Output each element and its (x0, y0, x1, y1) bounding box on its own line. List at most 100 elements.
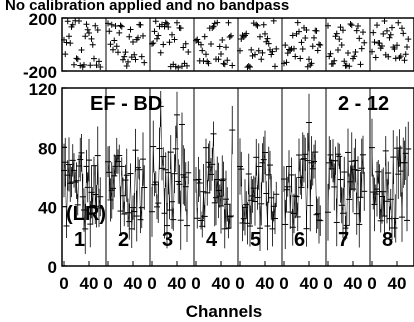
phase-point (299, 46, 306, 53)
amplitude-connector (77, 165, 80, 205)
amplitude-connector (298, 154, 301, 178)
phase-point (386, 34, 393, 41)
amplitude-connector (136, 167, 139, 217)
amplitude-connector (380, 196, 383, 221)
amplitude-connector (311, 162, 313, 169)
phase-point (111, 37, 118, 44)
phase-point (132, 56, 139, 63)
x-tick-label: 0 (323, 274, 332, 293)
amplitude-connector (339, 156, 341, 180)
amplitude-connector (285, 189, 287, 225)
amplitude-connector (195, 179, 198, 219)
phase-point (123, 62, 130, 69)
phase-point (394, 42, 400, 49)
phase-point (345, 49, 351, 56)
phase-point (355, 23, 361, 30)
phase-point (67, 40, 74, 47)
x-tick-label: 40 (80, 274, 99, 293)
amplitude-connector (362, 154, 365, 192)
phase-point (64, 18, 71, 25)
phase-point (331, 57, 338, 64)
phase-point (205, 60, 212, 67)
amplitude-connector (345, 225, 347, 229)
amplitude-connector (374, 194, 376, 205)
phase-point (308, 60, 315, 67)
amplitude-connector (337, 154, 340, 157)
amplitude-connector (264, 152, 267, 194)
phase-point (265, 40, 272, 47)
phase-point (160, 41, 167, 48)
phase-point (264, 35, 271, 42)
amplitude-connector (268, 165, 271, 175)
phase-point (151, 28, 158, 35)
amplitude-connector (257, 166, 259, 198)
phase-point (385, 53, 392, 60)
amplitude-connector (220, 180, 223, 206)
phase-point (223, 44, 229, 51)
phase-point (118, 23, 125, 30)
amplitude-connector (242, 218, 244, 224)
phase-point (317, 41, 324, 48)
phase-point (116, 29, 123, 36)
phase-point (150, 40, 157, 47)
phase-point (210, 23, 217, 30)
amplitude-connector (164, 169, 166, 214)
phase-point (291, 45, 297, 52)
phase-point (306, 56, 312, 63)
amplitude-connector (214, 197, 217, 203)
phase-data-points (61, 17, 412, 71)
amplitude-connector (335, 160, 337, 223)
amplitude-connector (160, 106, 163, 169)
chart-title: No calibration applied and no bandpass (5, 0, 289, 14)
phase-point (198, 41, 204, 48)
amplitude-connector (383, 191, 385, 217)
amplitude-connector (95, 194, 97, 207)
amplitude-connector (81, 152, 83, 197)
amplitude-connector (318, 219, 321, 221)
amplitude-connector (342, 172, 345, 214)
phase-point (92, 22, 99, 29)
amplitude-connector (256, 157, 258, 198)
amplitude-connector (209, 167, 212, 175)
phase-point (84, 26, 91, 33)
amplitude-connector (124, 180, 126, 214)
phase-point (399, 25, 405, 32)
amplitude-connector (223, 179, 225, 229)
phase-point (229, 62, 236, 69)
phase-point (336, 36, 343, 43)
amplitude-connector (254, 157, 257, 202)
phase-point (216, 43, 223, 50)
phase-point (141, 59, 148, 66)
phase-point (224, 57, 231, 64)
amplitude-connector (251, 195, 253, 201)
amplitude-connector (141, 159, 144, 208)
panel-number-label: 7 (338, 229, 349, 251)
phase-point (395, 19, 402, 26)
amplitude-connector (205, 147, 208, 193)
amplitude-connector (78, 159, 81, 167)
amplitude-connector (405, 153, 408, 221)
phase-point (258, 56, 265, 63)
panel-number-label: 2 (118, 229, 129, 251)
phase-point (226, 33, 233, 40)
amplitude-connector (390, 199, 393, 228)
phase-point (78, 47, 85, 54)
amplitude-connector (142, 159, 145, 188)
x-tick-label: 40 (388, 274, 407, 293)
amplitude-connector (158, 148, 160, 204)
amplitude-connector (300, 177, 302, 188)
amplitude-connector (252, 188, 254, 197)
panel-labels: 1 2 3 4 5 6 7 8 (74, 229, 393, 251)
amplitude-connector (334, 160, 336, 187)
amplitude-connector (262, 159, 264, 163)
phase-point (174, 19, 180, 26)
panel-number-label: 3 (162, 229, 173, 251)
phase-point (127, 26, 134, 33)
phase-point (182, 40, 189, 47)
amplitude-connector (86, 166, 88, 188)
phase-point (353, 27, 360, 34)
amplitude-connector (315, 152, 317, 215)
amplitude-connector (352, 169, 355, 190)
phase-point (302, 35, 309, 42)
